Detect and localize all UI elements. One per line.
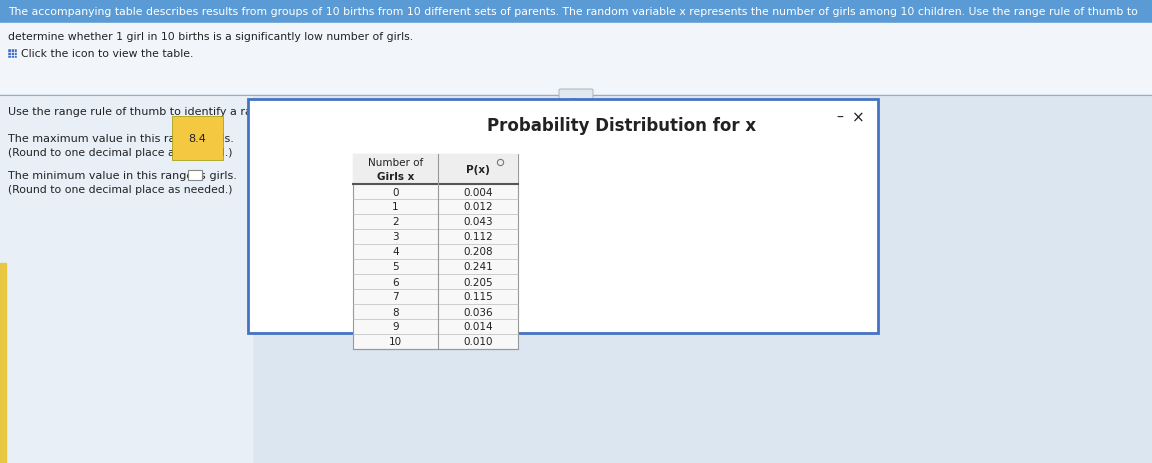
Text: 0.112: 0.112 (463, 232, 493, 242)
Text: The maximum value in this range is: The maximum value in this range is (8, 134, 212, 144)
Text: ×: × (851, 110, 864, 125)
Bar (8, 50, 17, 58)
Text: (Round to one decimal place as needed.): (Round to one decimal place as needed.) (8, 148, 233, 158)
Text: 9: 9 (392, 322, 399, 332)
Text: 0.004: 0.004 (463, 187, 493, 197)
Text: 6: 6 (392, 277, 399, 287)
Text: 0.010: 0.010 (463, 337, 493, 347)
Bar (0, 96, 252, 463)
Text: 0.115: 0.115 (463, 292, 493, 302)
Text: 2: 2 (392, 217, 399, 227)
Text: 0.036: 0.036 (463, 307, 493, 317)
Text: 3: 3 (392, 232, 399, 242)
Text: Number of: Number of (367, 157, 423, 167)
Text: 0.014: 0.014 (463, 322, 493, 332)
Text: 8.4: 8.4 (188, 134, 206, 144)
Text: 4: 4 (392, 247, 399, 257)
Text: 0: 0 (392, 187, 399, 197)
Text: 0.205: 0.205 (463, 277, 493, 287)
Text: The accompanying table describes results from groups of 10 births from 10 differ: The accompanying table describes results… (8, 7, 1138, 17)
Text: Probability Distribution for x: Probability Distribution for x (487, 117, 757, 135)
Text: (Round to one decimal place as needed.): (Round to one decimal place as needed.) (8, 185, 233, 194)
Text: ...: ... (571, 91, 581, 101)
Bar (353, 155, 518, 185)
FancyBboxPatch shape (559, 90, 593, 102)
Text: –: – (836, 111, 843, 125)
Text: Girls x: Girls x (377, 172, 415, 182)
Text: Use the range rule of thumb to identify a range of values that are not significa: Use the range rule of thumb to identify … (8, 107, 462, 117)
Text: 7: 7 (392, 292, 399, 302)
Text: 8: 8 (392, 307, 399, 317)
Bar (353, 155, 518, 349)
Text: 0.241: 0.241 (463, 262, 493, 272)
Text: 1: 1 (392, 202, 399, 212)
Text: 0.208: 0.208 (463, 247, 493, 257)
Text: determine whether 1 girl in 10 births is a significantly low number of girls.: determine whether 1 girl in 10 births is… (8, 32, 414, 42)
Bar (248, 100, 878, 333)
Text: 0.012: 0.012 (463, 202, 493, 212)
Bar (0, 24, 1152, 94)
Bar (188, 171, 203, 181)
Text: The minimum value in this range is: The minimum value in this range is (8, 171, 210, 181)
Text: P(x): P(x) (467, 165, 490, 175)
Text: girls.: girls. (203, 134, 234, 144)
Bar (0, 0, 1152, 24)
Text: 0.043: 0.043 (463, 217, 493, 227)
Text: Click the icon to view the table.: Click the icon to view the table. (21, 49, 194, 59)
Text: 5: 5 (392, 262, 399, 272)
Text: girls.: girls. (206, 171, 237, 181)
Bar (0, 263, 6, 463)
Text: 10: 10 (389, 337, 402, 347)
